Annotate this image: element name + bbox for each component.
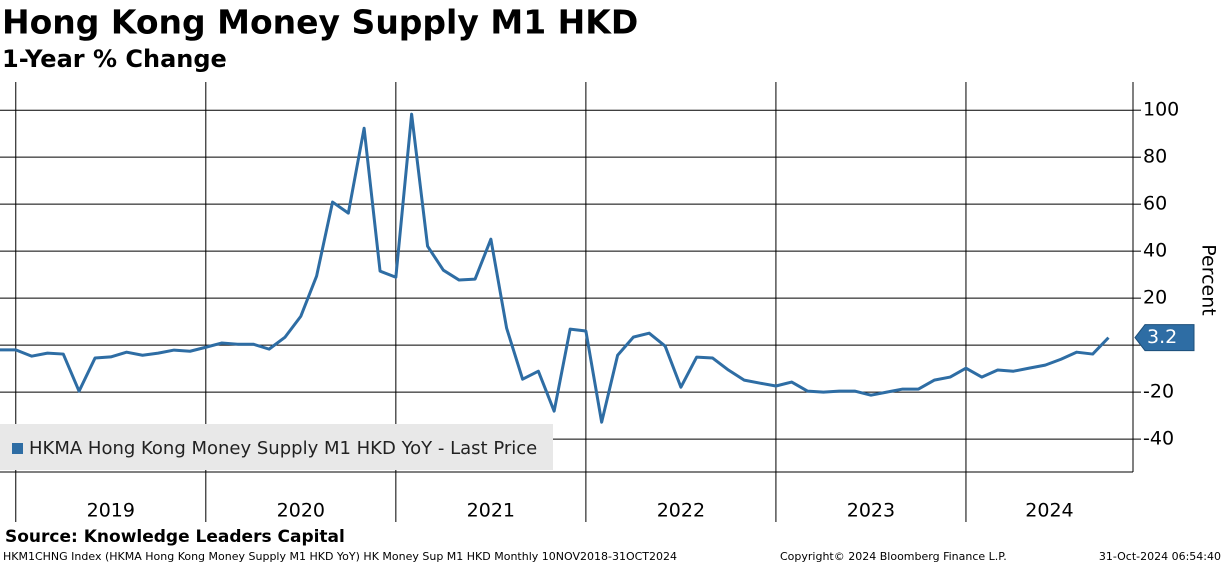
y-tick-label: -20 <box>1143 381 1174 403</box>
last-value-label: 3.2 <box>1147 326 1177 348</box>
footer-middle: Copyright© 2024 Bloomberg Finance L.P. <box>780 550 1007 563</box>
chart-title: Hong Kong Money Supply M1 HKD <box>2 3 638 42</box>
x-tick-label: 2024 <box>1025 500 1073 522</box>
y-tick-label: -40 <box>1143 428 1174 450</box>
y-tick-label: 20 <box>1143 287 1167 309</box>
series-line <box>0 112 1110 424</box>
y-tick-label: 60 <box>1143 193 1167 215</box>
source: Source: Knowledge Leaders Capital <box>5 527 345 547</box>
last-value-tag <box>1134 324 1195 352</box>
x-tick-label: 2020 <box>277 500 325 522</box>
x-tick-label: 2021 <box>467 500 515 522</box>
x-tick-label: 2023 <box>847 500 895 522</box>
legend-label: HKMA Hong Kong Money Supply M1 HKD YoY -… <box>29 438 537 459</box>
x-tick-label: 2019 <box>87 500 135 522</box>
footer-left: HKM1CHNG Index (HKMA Hong Kong Money Sup… <box>3 550 677 563</box>
legend-swatch <box>12 443 23 454</box>
y-tick-label: 100 <box>1143 99 1179 121</box>
y-tick-label: 40 <box>1143 240 1167 262</box>
y-tick-label: 80 <box>1143 146 1167 168</box>
chart-subtitle: 1-Year % Change <box>2 45 227 73</box>
footer-right: 31-Oct-2024 06:54:40 <box>1099 550 1221 563</box>
legend-box <box>0 424 553 470</box>
x-tick-label: 2022 <box>657 500 705 522</box>
y-axis-label: Percent <box>1198 244 1220 316</box>
